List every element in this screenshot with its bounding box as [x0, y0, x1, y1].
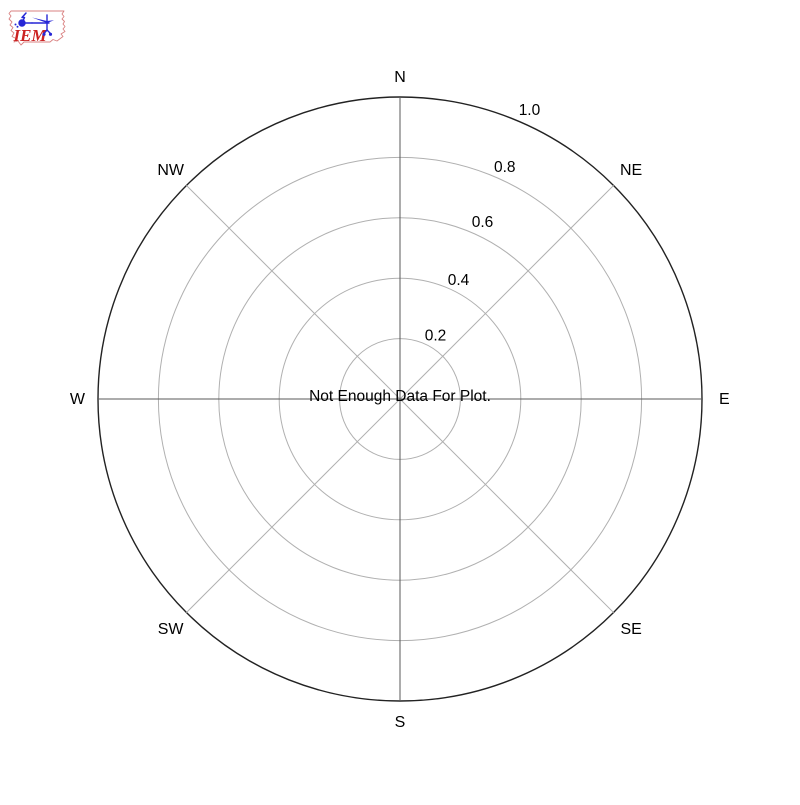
svg-text:S: S: [395, 714, 406, 731]
svg-text:W: W: [70, 391, 86, 408]
svg-text:SE: SE: [621, 621, 642, 638]
svg-text:NE: NE: [620, 162, 642, 179]
svg-text:Not Enough Data For Plot.: Not Enough Data For Plot.: [309, 388, 491, 405]
svg-text:0.8: 0.8: [494, 159, 516, 176]
svg-text:0.2: 0.2: [425, 327, 447, 344]
svg-text:IEM: IEM: [13, 26, 48, 45]
svg-text:0.6: 0.6: [472, 214, 494, 231]
svg-text:1.0: 1.0: [519, 102, 541, 119]
svg-text:NW: NW: [157, 162, 185, 179]
svg-text:E: E: [719, 391, 730, 408]
svg-text:0.4: 0.4: [448, 272, 470, 289]
svg-text:SW: SW: [158, 621, 185, 638]
svg-text:N: N: [394, 69, 406, 86]
